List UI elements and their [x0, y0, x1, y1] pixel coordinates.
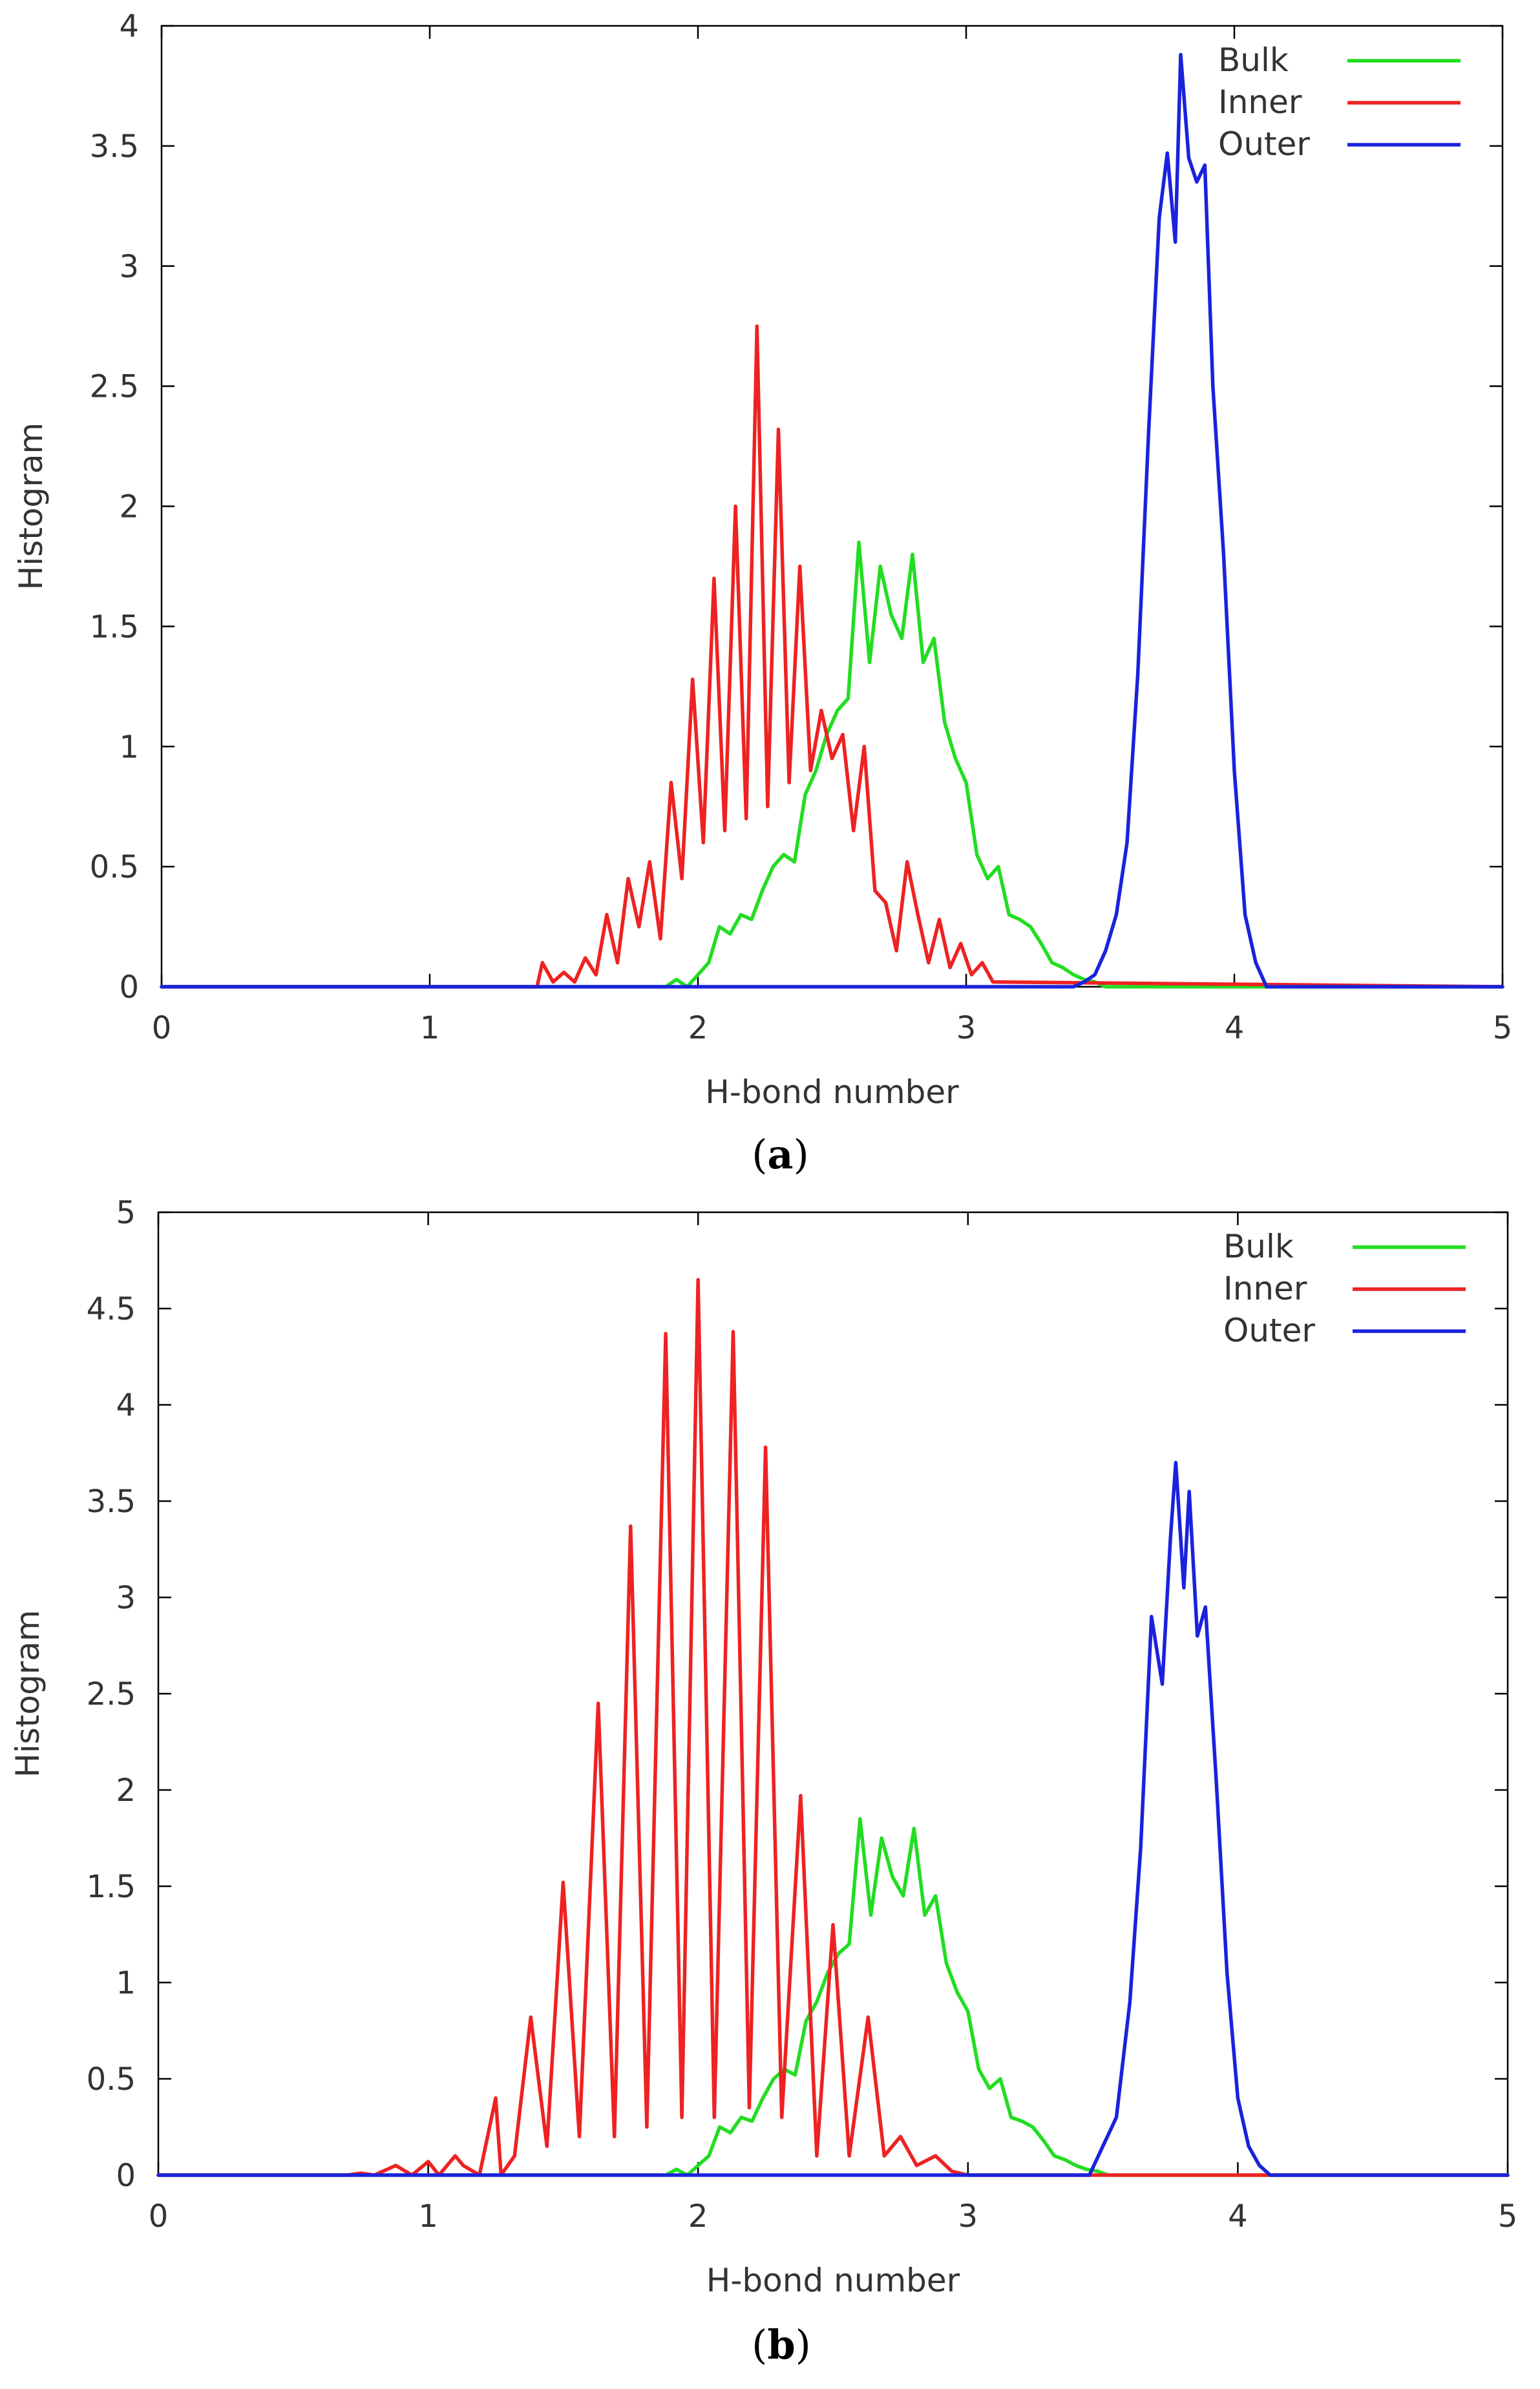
- x-tick-label: 1: [418, 2198, 438, 2235]
- x-tick-label: 1: [420, 1010, 440, 1046]
- panel-a: 0 1 2 3 4 5 0 0.5 1 1.5 2 2.5 3 3.5 4 H-bond number Hist…: [12, 8, 1512, 1178]
- panel-caption: (a): [752, 1131, 809, 1178]
- x-axis-title: H-bond number: [706, 2262, 960, 2299]
- y-tick-label: 0: [116, 2158, 136, 2194]
- legend-label-outer: Outer: [1223, 1312, 1315, 1349]
- y-tick-label: 2.5: [90, 369, 139, 405]
- panel-b: 0 1 2 3 4 5 0 0.5 1 1.5 2 2.5 3 3.5 4 4.5 5 H-bond number…: [9, 1195, 1517, 2368]
- series-line-outer: [160, 52, 1504, 989]
- y-tick-label: 2: [119, 489, 139, 525]
- series-line-bulk: [160, 540, 1504, 989]
- series-line-inner: [160, 324, 1504, 989]
- y-tick-label: 0.5: [87, 2061, 136, 2098]
- x-tick-label: 4: [1225, 1010, 1245, 1046]
- caption-paren-open: (: [752, 2321, 767, 2368]
- caption-paren-close: ): [794, 1131, 809, 1178]
- panel-caption: (b): [752, 2321, 811, 2368]
- y-tick-label: 1.5: [90, 609, 139, 645]
- y-tick-label: 3.5: [87, 1484, 136, 1520]
- legend-label-bulk: Bulk: [1218, 41, 1289, 79]
- x-tick-label: 3: [956, 1010, 976, 1046]
- plot-frame: [160, 25, 1504, 988]
- caption-paren-open: (: [752, 1131, 767, 1178]
- x-tick-label: 2: [688, 1010, 708, 1046]
- y-tick-label: 4.5: [87, 1291, 136, 1327]
- y-tick-label: 3.5: [90, 129, 139, 165]
- legend-label-outer: Outer: [1218, 125, 1310, 163]
- y-tick-label: 2.5: [87, 1676, 136, 1712]
- series-line-inner: [156, 1278, 1510, 2177]
- caption-paren-close: ): [796, 2321, 811, 2368]
- y-axis-title: Histogram: [9, 1610, 47, 1777]
- x-axis-title: H-bond number: [705, 1073, 959, 1111]
- series-line-bulk: [156, 1816, 1510, 2177]
- y-tick-label: 4: [119, 8, 139, 45]
- x-tick-label: 0: [149, 2198, 169, 2235]
- x-tick-label: 5: [1498, 2198, 1518, 2235]
- legend-label-inner: Inner: [1223, 1270, 1307, 1307]
- x-tick-label: 3: [958, 2198, 978, 2235]
- series-line-outer: [156, 1460, 1510, 2177]
- y-tick-label: 3: [116, 1580, 136, 1616]
- y-tick-label: 5: [116, 1195, 136, 1231]
- y-tick-label: 1: [119, 729, 139, 765]
- plot-frame: [157, 1211, 1509, 2176]
- x-tick-label: 4: [1228, 2198, 1248, 2235]
- y-tick-label: 0: [119, 969, 139, 1005]
- y-tick-label: 0.5: [90, 849, 139, 885]
- x-tick-label: 0: [152, 1010, 172, 1046]
- y-tick-label: 1.5: [87, 1869, 136, 1905]
- caption-letter: b: [767, 2321, 795, 2368]
- legend-label-inner: Inner: [1218, 83, 1302, 121]
- y-tick-label: 4: [116, 1387, 136, 1424]
- x-tick-label: 5: [1493, 1010, 1513, 1046]
- y-axis-title: Histogram: [12, 423, 50, 590]
- y-tick-label: 3: [119, 249, 139, 285]
- x-tick-label: 2: [688, 2198, 708, 2235]
- y-tick-label: 1: [116, 1965, 136, 2001]
- legend-label-bulk: Bulk: [1223, 1228, 1294, 1265]
- caption-letter: a: [767, 1131, 793, 1178]
- y-tick-label: 2: [116, 1773, 136, 1809]
